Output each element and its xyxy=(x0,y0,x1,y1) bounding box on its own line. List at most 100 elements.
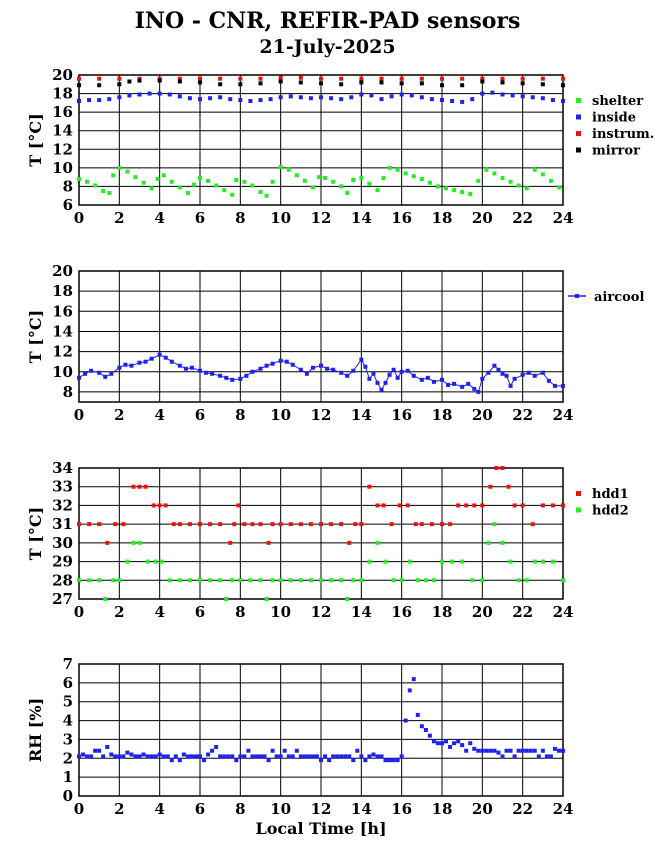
legend-marker xyxy=(576,507,581,513)
data-point xyxy=(387,372,392,377)
x-tick-label: 14 xyxy=(351,209,372,227)
x-tick-label: 4 xyxy=(154,209,164,227)
data-point xyxy=(218,754,223,759)
data-point xyxy=(480,578,485,583)
legend-label: instrum. xyxy=(592,127,654,142)
data-point xyxy=(429,522,434,527)
data-point xyxy=(359,80,364,85)
data-point xyxy=(419,724,424,729)
data-point xyxy=(480,76,485,81)
data-point xyxy=(187,96,192,101)
data-point xyxy=(425,375,430,380)
x-tick-label: 16 xyxy=(391,406,412,424)
data-point xyxy=(228,97,233,102)
data-point xyxy=(464,503,469,508)
legend-label: inside xyxy=(592,111,636,126)
data-point xyxy=(512,503,517,508)
data-point xyxy=(512,754,517,759)
data-point xyxy=(508,383,513,388)
data-point xyxy=(440,98,444,103)
data-point xyxy=(250,754,255,759)
x-tick-label: 8 xyxy=(235,800,245,818)
data-point xyxy=(145,559,150,564)
data-point xyxy=(161,754,166,759)
data-point xyxy=(157,503,162,508)
data-point xyxy=(258,76,263,81)
y-tick-label: 1 xyxy=(63,768,73,786)
data-point xyxy=(137,540,142,545)
data-point xyxy=(173,754,178,759)
data-point xyxy=(429,97,434,102)
data-point xyxy=(329,96,334,101)
x-tick-label: 6 xyxy=(195,209,205,227)
x-tick-label: 18 xyxy=(432,603,453,621)
data-point xyxy=(466,381,471,386)
data-point xyxy=(153,559,158,564)
data-point xyxy=(561,383,565,388)
data-point xyxy=(171,522,176,527)
data-point xyxy=(419,81,424,86)
x-tick-label: 18 xyxy=(432,406,453,424)
data-point xyxy=(127,79,132,84)
data-point xyxy=(500,76,505,81)
x-tick-label: 24 xyxy=(553,406,574,424)
data-point xyxy=(460,76,465,81)
data-point xyxy=(319,363,323,368)
data-point xyxy=(508,748,513,753)
data-point xyxy=(248,99,253,103)
data-point xyxy=(246,748,251,753)
data-point xyxy=(339,578,344,583)
data-point xyxy=(264,193,269,198)
data-point xyxy=(77,177,81,181)
data-point xyxy=(339,522,344,527)
data-point xyxy=(419,76,424,81)
x-tick-label: 10 xyxy=(270,406,291,424)
data-point xyxy=(460,743,465,748)
y-tick-label: 6 xyxy=(63,674,73,692)
data-point xyxy=(476,389,481,394)
data-point xyxy=(472,386,477,391)
plot-frame xyxy=(78,270,564,403)
data-point xyxy=(381,503,386,508)
data-point xyxy=(208,96,213,101)
data-point xyxy=(177,578,182,583)
data-point xyxy=(147,91,152,96)
data-point xyxy=(157,752,162,757)
data-point xyxy=(468,191,473,196)
y-tick-label: 6 xyxy=(63,196,73,214)
data-point xyxy=(308,96,313,101)
data-point xyxy=(266,540,271,545)
data-point xyxy=(339,370,344,375)
x-tick-label: 16 xyxy=(391,209,412,227)
data-point xyxy=(480,748,485,753)
y-tick-label: 29 xyxy=(52,553,73,571)
data-point xyxy=(167,578,172,583)
data-point xyxy=(117,76,122,81)
data-point xyxy=(93,183,98,188)
legend-marker xyxy=(576,114,581,120)
data-point xyxy=(298,80,303,85)
data-point xyxy=(391,367,396,372)
data-point xyxy=(399,92,404,97)
x-tick-label: 14 xyxy=(351,603,372,621)
data-point xyxy=(97,748,102,753)
data-point xyxy=(117,95,122,100)
data-point xyxy=(405,503,410,508)
data-point xyxy=(480,91,485,96)
data-point xyxy=(470,97,475,102)
data-point xyxy=(163,503,168,508)
data-point xyxy=(363,758,368,763)
data-point xyxy=(423,728,428,732)
y-tick-label: 30 xyxy=(52,534,73,552)
y-axis-label: T [°C] xyxy=(26,310,45,363)
data-point xyxy=(540,370,545,375)
data-point xyxy=(411,174,416,179)
data-point xyxy=(319,578,323,583)
data-point xyxy=(540,82,545,87)
x-tick-label: 6 xyxy=(195,800,205,818)
data-point xyxy=(270,578,275,583)
y-tick-label: 8 xyxy=(63,177,73,195)
data-point xyxy=(210,371,215,376)
data-point xyxy=(77,83,81,88)
